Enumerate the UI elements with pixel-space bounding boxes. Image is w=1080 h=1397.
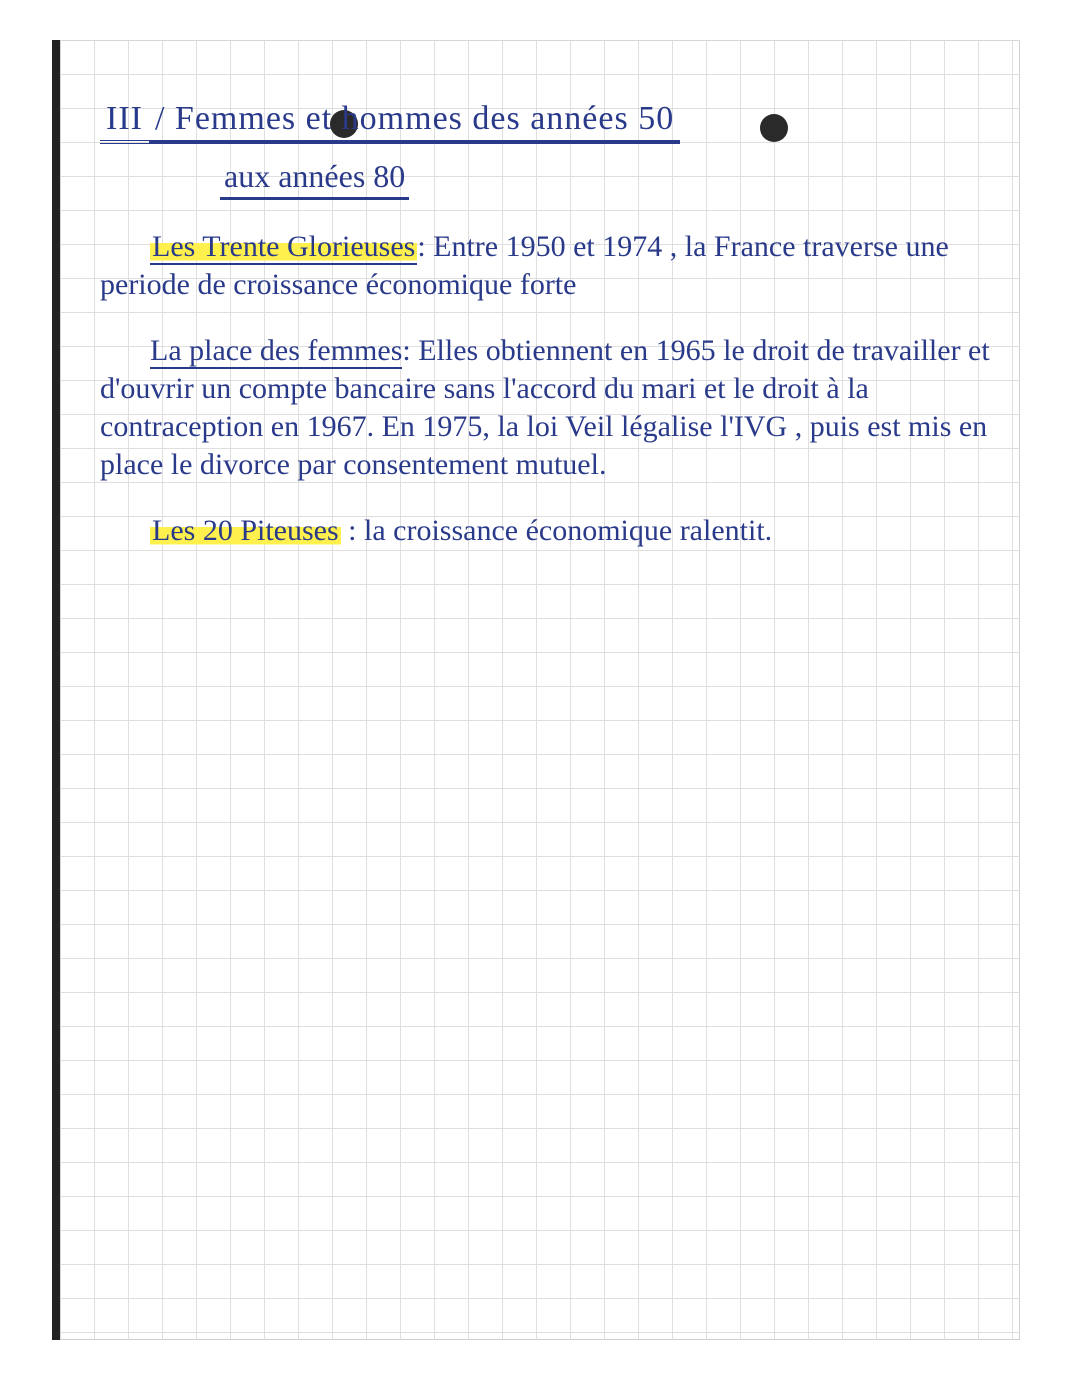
notebook-page: III/ Femmes et hommes des années 50 aux … xyxy=(60,40,1020,1340)
highlight-trente-glorieuses: Les Trente Glorieuses xyxy=(150,230,417,265)
page-left-edge-shadow xyxy=(52,40,60,1340)
highlight-vingt-piteuses: Les 20 Piteuses xyxy=(150,514,341,547)
title-row: III/ Femmes et hommes des années 50 xyxy=(100,100,1000,144)
underline-place-des-femmes: La place des femmes xyxy=(150,334,402,369)
handwritten-content: III/ Femmes et hommes des années 50 aux … xyxy=(100,100,1000,550)
paragraph-trente-glorieuses: Les Trente Glorieuses: Entre 1950 et 197… xyxy=(100,228,1000,304)
subtitle-row: aux années 80 xyxy=(100,144,1000,200)
text-vingt-piteuses: : la croissance économique ralentit. xyxy=(341,514,773,547)
title-roman-numeral: III xyxy=(100,100,149,144)
title-text: / Femmes et hommes des années 50 xyxy=(149,100,680,144)
paragraph-vingt-piteuses: Les 20 Piteuses : la croissance économiq… xyxy=(100,512,1000,550)
subtitle-text: aux années 80 xyxy=(220,158,409,200)
paragraph-place-des-femmes: La place des femmes: Elles obtiennent en… xyxy=(100,332,1000,484)
